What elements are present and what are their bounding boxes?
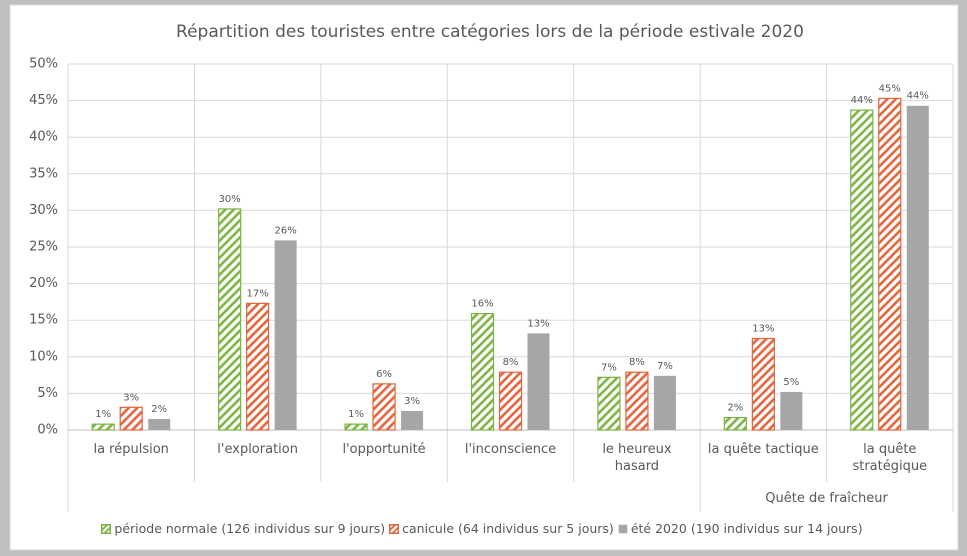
data-label: 2% xyxy=(151,404,167,415)
bar xyxy=(878,97,902,431)
y-tick-label: 5% xyxy=(37,386,58,401)
legend-label: été 2020 (190 individus sur 14 jours) xyxy=(630,521,863,536)
y-tick-label: 40% xyxy=(29,130,58,145)
y-tick-label: 25% xyxy=(29,240,58,255)
y-tick-label: 20% xyxy=(29,276,58,291)
legend-swatch xyxy=(389,523,400,534)
legend-swatch-rect xyxy=(389,523,400,534)
data-label: 17% xyxy=(247,288,269,299)
data-label: 16% xyxy=(471,299,493,310)
y-tick-label: 45% xyxy=(29,93,58,108)
bar xyxy=(780,391,803,430)
legend-item: période normale (126 individus sur 9 jou… xyxy=(101,521,385,536)
data-label: 1% xyxy=(348,409,364,420)
chart-area xyxy=(9,4,959,551)
data-label: 44% xyxy=(907,91,929,102)
chart-title: Répartition des touristes entre catégori… xyxy=(176,22,804,42)
y-tick-label: 15% xyxy=(29,313,58,328)
y-tick-label: 35% xyxy=(29,166,58,181)
data-label: 5% xyxy=(783,377,799,388)
y-tick-label: 0% xyxy=(37,423,58,438)
bar xyxy=(372,383,396,431)
legend-label: période normale (126 individus sur 9 jou… xyxy=(114,521,386,536)
data-label: 30% xyxy=(219,194,241,205)
legend-swatch-rect xyxy=(618,524,628,533)
y-tick-label: 30% xyxy=(29,203,58,218)
x-tick-label: la répulsion xyxy=(93,442,169,457)
data-label: 3% xyxy=(404,396,420,407)
x-tick-label: l'exploration xyxy=(217,442,298,457)
legend-label: canicule (64 individus sur 5 jours) xyxy=(402,521,614,536)
legend-item: été 2020 (190 individus sur 14 jours) xyxy=(618,521,863,536)
bar xyxy=(625,371,649,431)
bar xyxy=(274,240,297,430)
bar xyxy=(527,333,550,430)
legend: période normale (126 individus sur 9 jou… xyxy=(10,521,958,536)
bar xyxy=(91,423,115,431)
bar xyxy=(119,406,143,431)
bar xyxy=(653,375,676,430)
category-group-label: Quête de fraîcheur xyxy=(765,491,888,506)
bar xyxy=(723,416,747,431)
bar xyxy=(218,208,242,431)
x-tick-label: la quête stratégique xyxy=(852,442,928,474)
bar xyxy=(344,423,368,431)
data-label: 44% xyxy=(851,95,873,106)
bar xyxy=(751,337,775,431)
data-label: 8% xyxy=(503,357,519,368)
x-tick-label: l'opportunité xyxy=(342,442,426,457)
data-label: 2% xyxy=(727,403,743,414)
data-label: 1% xyxy=(95,409,111,420)
bar xyxy=(850,109,874,431)
data-label: 7% xyxy=(601,362,617,373)
legend-item: canicule (64 individus sur 5 jours) xyxy=(389,521,614,536)
bar xyxy=(498,371,523,431)
bar xyxy=(401,410,424,430)
data-label: 6% xyxy=(376,369,392,380)
bar xyxy=(148,419,171,430)
data-label: 13% xyxy=(752,324,774,335)
x-tick-label: la quête tactique xyxy=(707,442,819,457)
data-label: 7% xyxy=(657,361,673,372)
data-label: 26% xyxy=(275,225,297,236)
y-tick-label: 50% xyxy=(29,57,58,72)
legend-swatch xyxy=(101,523,112,534)
x-tick-label: le heureux hasard xyxy=(602,442,672,474)
x-tick-label: l'inconscience xyxy=(464,442,557,457)
data-label: 45% xyxy=(879,83,901,94)
legend-swatch-rect xyxy=(101,523,112,534)
data-label: 13% xyxy=(527,318,549,329)
bar xyxy=(470,313,495,431)
y-tick-label: 10% xyxy=(29,349,58,364)
bar xyxy=(906,105,929,430)
bar xyxy=(597,376,621,431)
legend-swatch xyxy=(618,524,628,533)
data-label: 8% xyxy=(629,357,645,368)
bar xyxy=(246,302,270,431)
data-label: 3% xyxy=(123,392,139,403)
